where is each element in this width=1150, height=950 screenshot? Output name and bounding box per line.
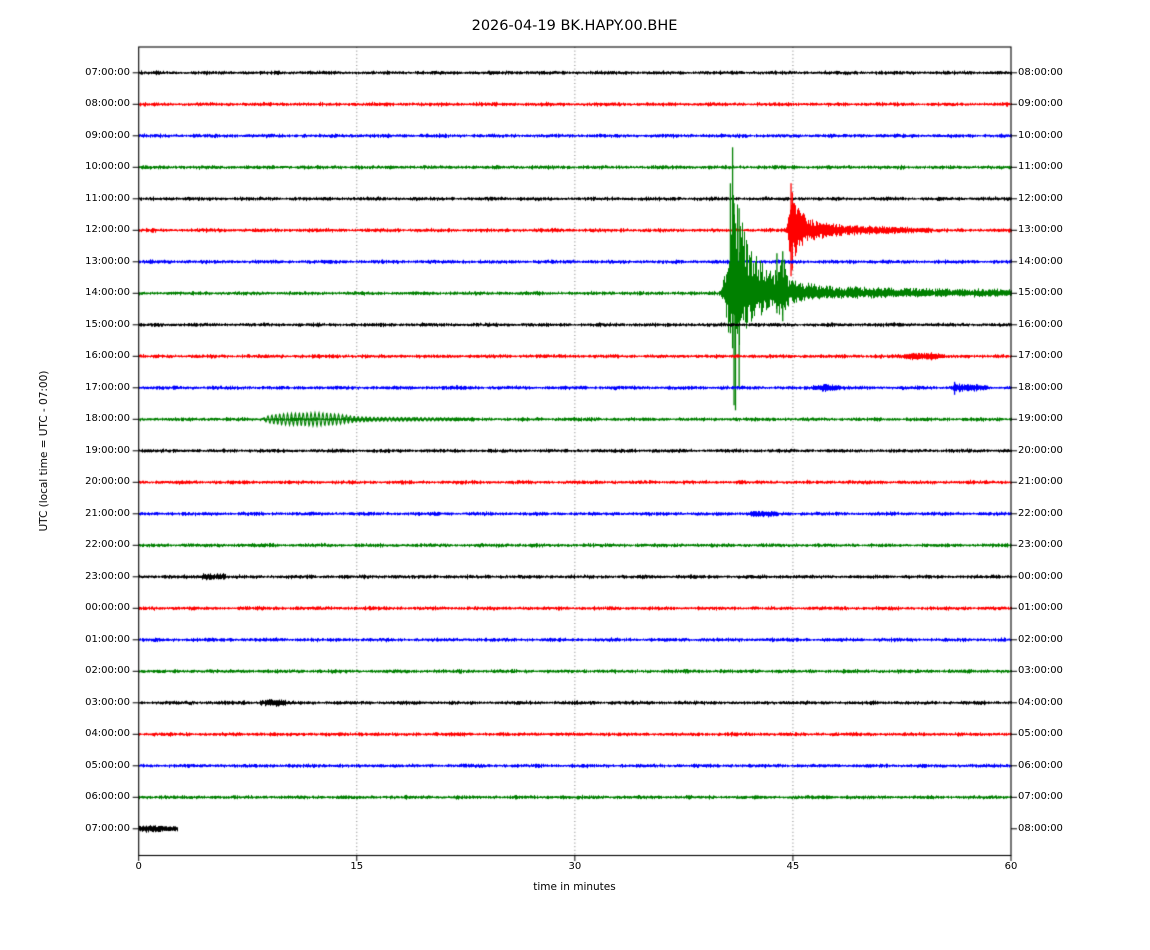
utc-tick-label: 08:00:00 bbox=[85, 98, 130, 110]
local-time-tick-label: 00:00:00 bbox=[1018, 570, 1063, 582]
local-time-tick-label: 17:00:00 bbox=[1018, 350, 1063, 362]
local-time-tick-label: 11:00:00 bbox=[1018, 161, 1063, 173]
utc-tick-label: 04:00:00 bbox=[85, 728, 130, 740]
local-time-tick-label: 08:00:00 bbox=[1018, 822, 1063, 834]
utc-tick-label: 21:00:00 bbox=[85, 507, 130, 519]
local-time-tick-label: 06:00:00 bbox=[1018, 759, 1063, 771]
local-time-tick-label: 16:00:00 bbox=[1018, 318, 1063, 330]
utc-tick-label: 07:00:00 bbox=[85, 822, 130, 834]
utc-tick-label: 19:00:00 bbox=[85, 444, 130, 456]
x-tick-label: 60 bbox=[1004, 861, 1018, 872]
local-time-tick-label: 20:00:00 bbox=[1018, 444, 1063, 456]
utc-tick-label: 11:00:00 bbox=[85, 192, 130, 204]
utc-tick-label: 10:00:00 bbox=[85, 161, 130, 173]
local-time-tick-label: 13:00:00 bbox=[1018, 224, 1063, 236]
local-time-tick-label: 14:00:00 bbox=[1018, 255, 1063, 267]
local-time-tick-label: 05:00:00 bbox=[1018, 728, 1063, 740]
local-time-tick-label: 22:00:00 bbox=[1018, 507, 1063, 519]
local-time-tick-label: 10:00:00 bbox=[1018, 129, 1063, 141]
utc-tick-label: 22:00:00 bbox=[85, 539, 130, 551]
utc-tick-label: 20:00:00 bbox=[85, 476, 130, 488]
local-time-tick-label: 01:00:00 bbox=[1018, 602, 1063, 614]
local-time-tick-label: 12:00:00 bbox=[1018, 192, 1063, 204]
utc-tick-label: 01:00:00 bbox=[85, 633, 130, 645]
x-tick-label: 0 bbox=[135, 861, 142, 872]
utc-tick-label: 14:00:00 bbox=[85, 287, 130, 299]
utc-tick-label: 17:00:00 bbox=[85, 381, 130, 393]
x-tick-label: 15 bbox=[350, 861, 364, 872]
local-time-tick-label: 18:00:00 bbox=[1018, 381, 1063, 393]
local-time-tick-label: 09:00:00 bbox=[1018, 98, 1063, 110]
utc-tick-label: 02:00:00 bbox=[85, 665, 130, 677]
local-time-tick-label: 02:00:00 bbox=[1018, 633, 1063, 645]
utc-tick-label: 03:00:00 bbox=[85, 696, 130, 708]
local-time-tick-label: 23:00:00 bbox=[1018, 539, 1063, 551]
local-time-tick-label: 07:00:00 bbox=[1018, 791, 1063, 803]
local-time-tick-label: 08:00:00 bbox=[1018, 66, 1063, 78]
utc-tick-label: 06:00:00 bbox=[85, 791, 130, 803]
x-tick-label: 30 bbox=[568, 861, 582, 872]
local-time-tick-label: 15:00:00 bbox=[1018, 287, 1063, 299]
utc-tick-label: 09:00:00 bbox=[85, 129, 130, 141]
utc-tick-label: 00:00:00 bbox=[85, 602, 130, 614]
x-tick-label: 45 bbox=[786, 861, 800, 872]
utc-tick-label: 15:00:00 bbox=[85, 318, 130, 330]
utc-tick-label: 18:00:00 bbox=[85, 413, 130, 425]
utc-tick-label: 23:00:00 bbox=[85, 570, 130, 582]
local-time-tick-label: 04:00:00 bbox=[1018, 696, 1063, 708]
utc-tick-label: 16:00:00 bbox=[85, 350, 130, 362]
local-time-tick-label: 19:00:00 bbox=[1018, 413, 1063, 425]
x-axis-label: time in minutes bbox=[533, 881, 616, 893]
utc-tick-label: 13:00:00 bbox=[85, 255, 130, 267]
utc-tick-label: 12:00:00 bbox=[85, 224, 130, 236]
chart-title: 2026-04-19 BK.HAPY.00.BHE bbox=[471, 18, 678, 34]
local-time-tick-label: 03:00:00 bbox=[1018, 665, 1063, 677]
utc-tick-label: 05:00:00 bbox=[85, 759, 130, 771]
local-time-tick-label: 21:00:00 bbox=[1018, 476, 1063, 488]
utc-tick-label: 07:00:00 bbox=[85, 66, 130, 78]
